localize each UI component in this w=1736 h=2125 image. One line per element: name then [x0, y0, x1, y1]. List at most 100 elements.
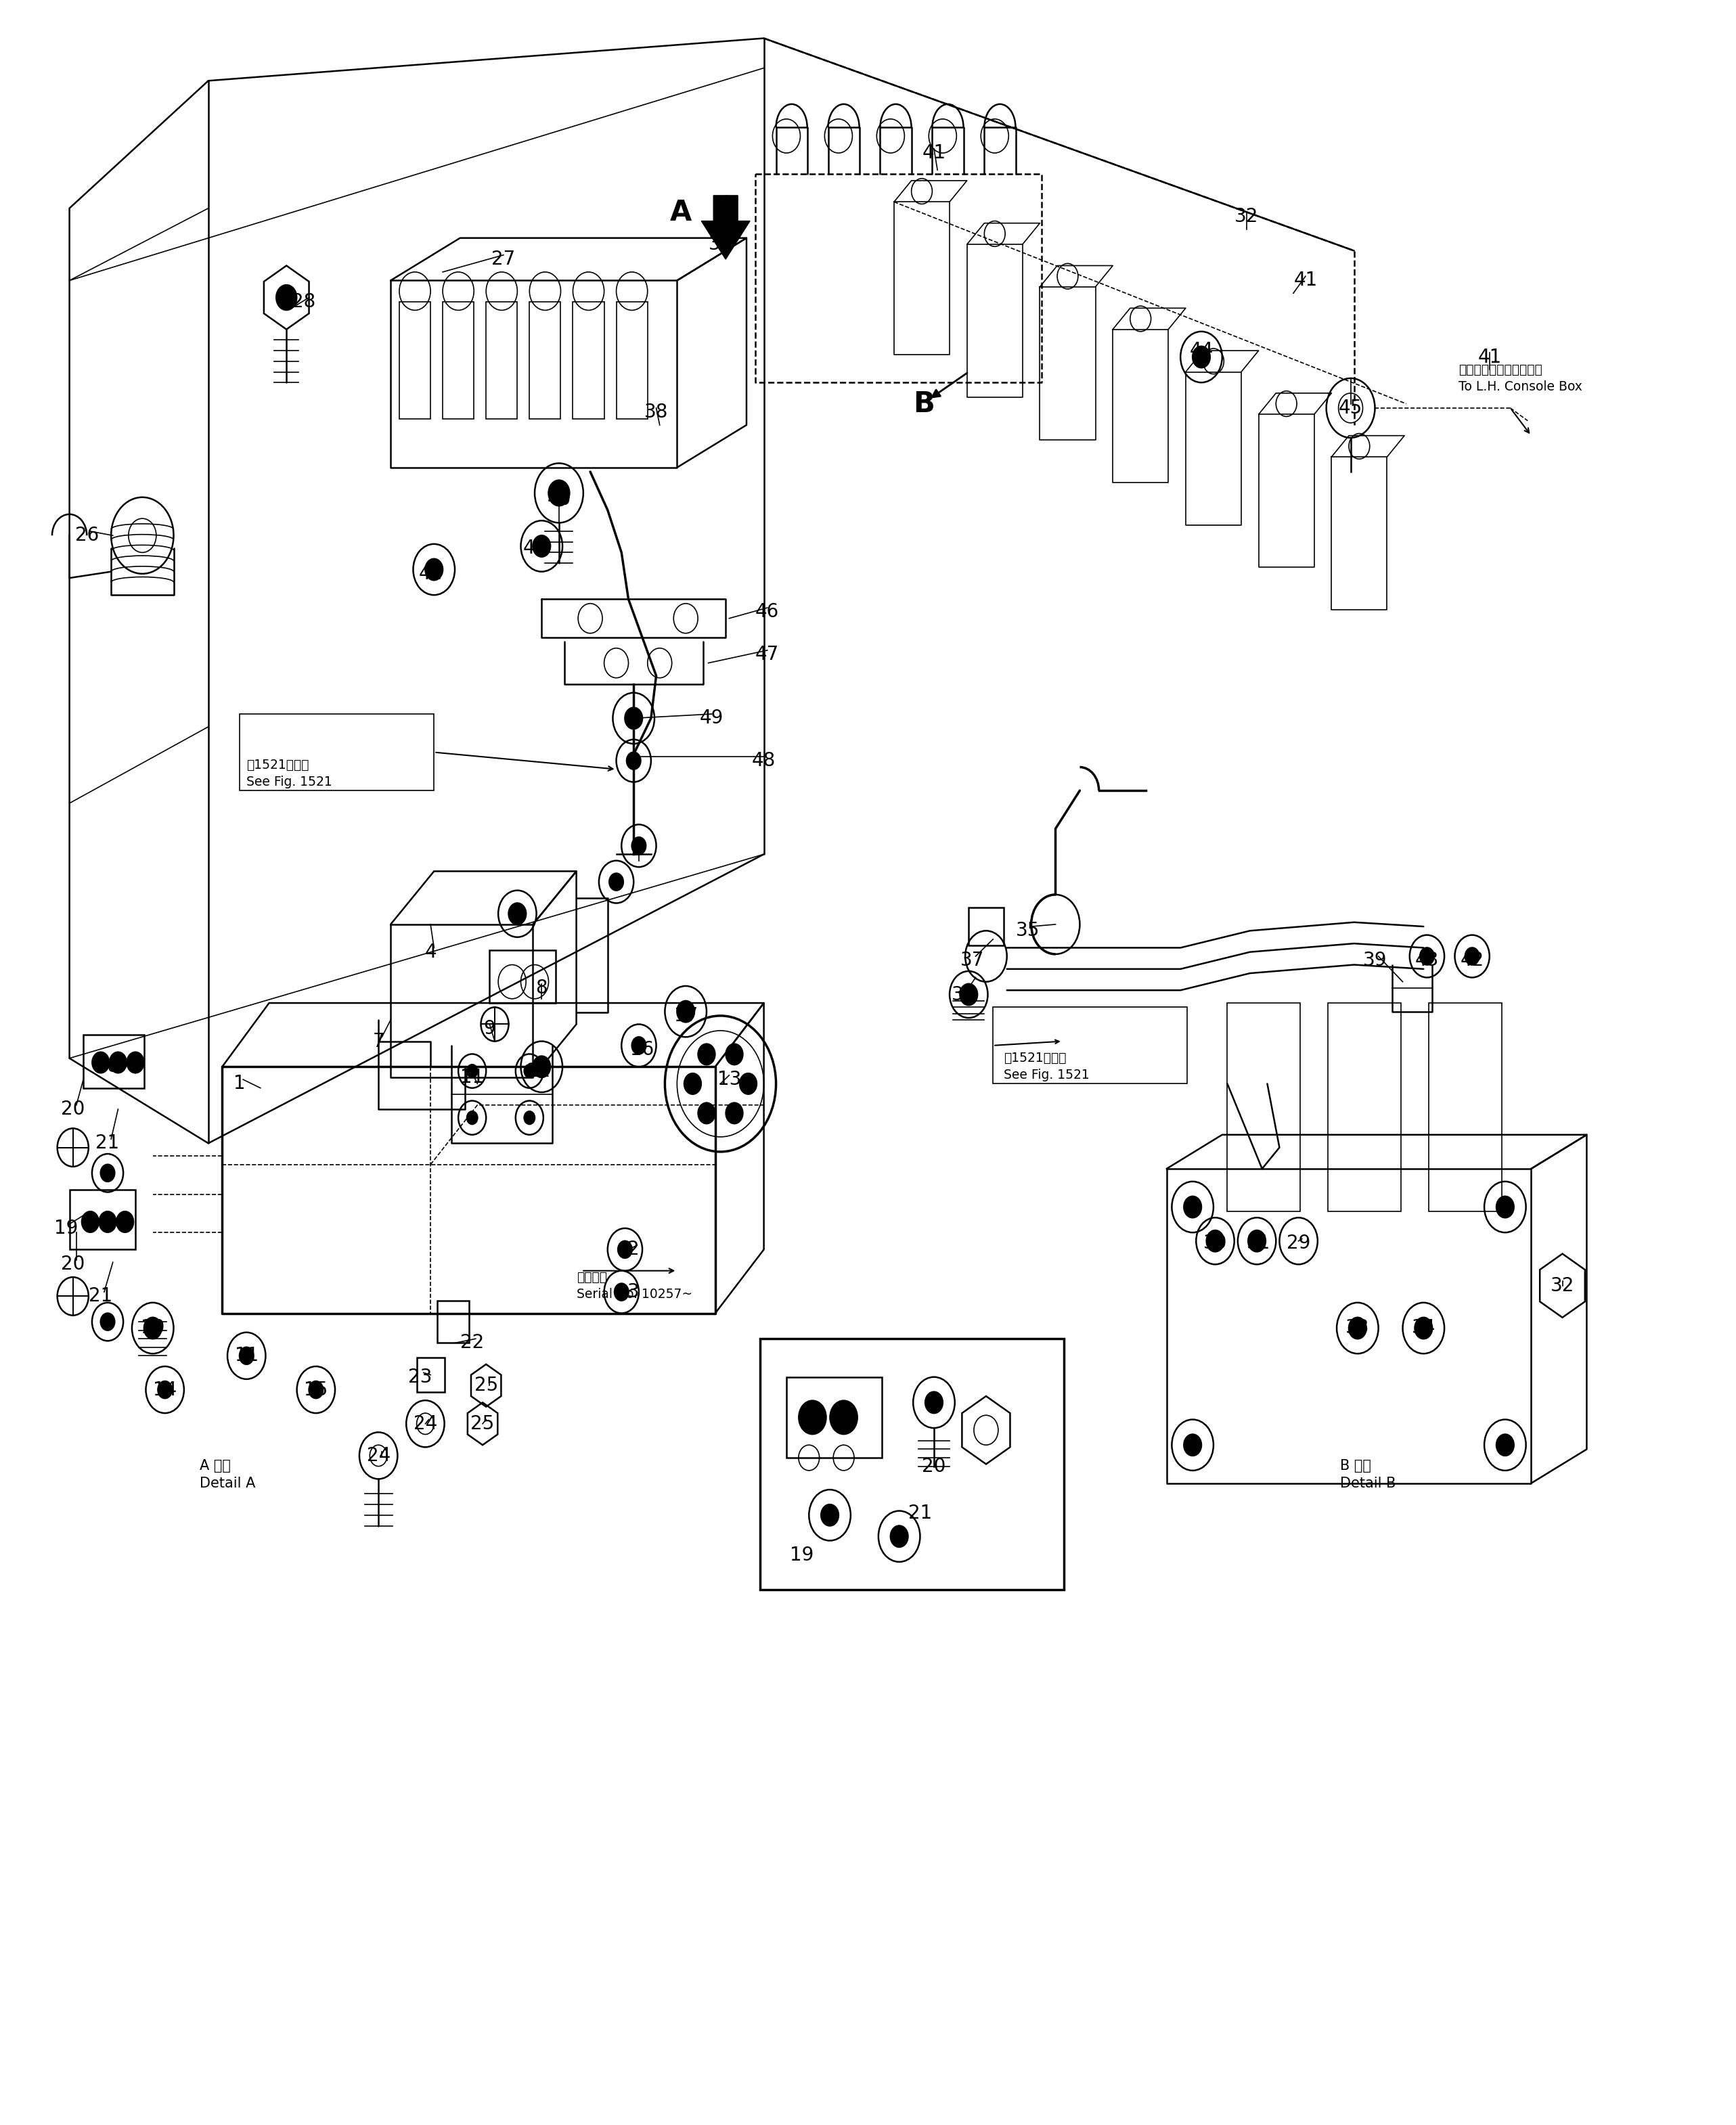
Bar — [786, 1377, 882, 1458]
Text: 18: 18 — [95, 1058, 120, 1075]
Bar — [83, 1035, 144, 1088]
Bar — [240, 714, 434, 790]
Bar — [616, 302, 648, 419]
Text: 13: 13 — [717, 1071, 741, 1088]
Circle shape — [467, 1111, 477, 1124]
Text: B: B — [913, 389, 934, 419]
Bar — [437, 1300, 469, 1343]
Text: 36: 36 — [951, 986, 976, 1003]
Circle shape — [509, 903, 526, 924]
Circle shape — [158, 1381, 172, 1398]
Circle shape — [1184, 1434, 1201, 1456]
Text: 38: 38 — [644, 404, 668, 421]
Text: 7: 7 — [373, 1033, 384, 1050]
Text: 20: 20 — [61, 1256, 85, 1273]
Circle shape — [116, 1211, 134, 1232]
Circle shape — [632, 1037, 646, 1054]
Text: 26: 26 — [75, 527, 99, 544]
Text: 17: 17 — [674, 1007, 698, 1024]
Circle shape — [309, 1381, 323, 1398]
Bar — [1227, 1003, 1300, 1211]
Circle shape — [1465, 948, 1479, 965]
Text: 19: 19 — [54, 1220, 78, 1237]
Text: 47: 47 — [755, 646, 779, 663]
Text: 31: 31 — [1246, 1235, 1271, 1252]
Text: 35: 35 — [1016, 922, 1040, 939]
Circle shape — [925, 1392, 943, 1413]
Circle shape — [1420, 948, 1434, 965]
Text: 32: 32 — [1550, 1277, 1575, 1294]
Circle shape — [740, 1073, 757, 1094]
Text: 30: 30 — [1203, 1235, 1227, 1252]
Circle shape — [830, 1400, 858, 1434]
Bar — [69, 1190, 135, 1249]
Bar — [417, 1358, 444, 1392]
Bar — [993, 1007, 1187, 1084]
Circle shape — [533, 1056, 550, 1077]
Text: 44: 44 — [1189, 342, 1213, 359]
Text: A 詳細
Detail A: A 詳細 Detail A — [200, 1460, 255, 1490]
Circle shape — [524, 1111, 535, 1124]
Text: 20: 20 — [61, 1101, 85, 1118]
Circle shape — [99, 1211, 116, 1232]
Text: 42: 42 — [1460, 952, 1484, 969]
Text: 12: 12 — [526, 1062, 550, 1080]
Text: 49: 49 — [700, 710, 724, 727]
Text: 1: 1 — [234, 1075, 245, 1092]
Text: 22: 22 — [460, 1334, 484, 1352]
Text: 11: 11 — [460, 1069, 484, 1086]
Text: 41: 41 — [1293, 272, 1318, 289]
Text: 40: 40 — [547, 491, 571, 508]
Text: 43: 43 — [523, 540, 547, 557]
Circle shape — [1349, 1318, 1366, 1339]
Text: 41: 41 — [922, 144, 946, 162]
Circle shape — [698, 1103, 715, 1124]
Text: 35: 35 — [708, 236, 733, 253]
Text: 28: 28 — [292, 293, 316, 310]
Text: 37: 37 — [960, 952, 984, 969]
Text: 46: 46 — [755, 603, 779, 620]
Circle shape — [127, 1052, 144, 1073]
Circle shape — [609, 873, 623, 890]
Text: 48: 48 — [752, 752, 776, 769]
Text: 27: 27 — [491, 251, 516, 268]
Text: 15: 15 — [304, 1381, 328, 1398]
Circle shape — [799, 1400, 826, 1434]
Text: 41: 41 — [1477, 349, 1502, 365]
Circle shape — [144, 1318, 161, 1339]
Circle shape — [549, 480, 569, 506]
Text: 33: 33 — [1345, 1320, 1370, 1337]
Circle shape — [101, 1313, 115, 1330]
Bar — [443, 302, 474, 419]
Circle shape — [1415, 1318, 1432, 1339]
Text: 10: 10 — [141, 1320, 165, 1337]
Circle shape — [726, 1103, 743, 1124]
Text: 21: 21 — [95, 1135, 120, 1152]
Circle shape — [960, 984, 977, 1005]
Text: A: A — [670, 198, 691, 227]
Circle shape — [615, 1284, 628, 1300]
Circle shape — [467, 1065, 477, 1077]
Text: 42: 42 — [418, 565, 443, 582]
Bar — [490, 950, 556, 1003]
Bar — [1429, 1003, 1502, 1211]
Circle shape — [632, 837, 646, 854]
Text: 19: 19 — [790, 1547, 814, 1564]
Circle shape — [698, 1043, 715, 1065]
Text: 5: 5 — [634, 842, 644, 859]
Text: 9: 9 — [484, 1020, 495, 1037]
Bar — [486, 302, 517, 419]
Circle shape — [891, 1526, 908, 1547]
Text: 14: 14 — [153, 1381, 177, 1398]
Text: 11: 11 — [234, 1347, 259, 1364]
Text: 34: 34 — [1411, 1320, 1436, 1337]
Circle shape — [618, 1241, 632, 1258]
Bar — [969, 907, 1003, 946]
Text: 25: 25 — [470, 1415, 495, 1432]
Circle shape — [1496, 1434, 1514, 1456]
Circle shape — [821, 1504, 838, 1526]
Circle shape — [1193, 346, 1210, 368]
Circle shape — [1496, 1196, 1514, 1218]
Circle shape — [92, 1052, 109, 1073]
Text: 43: 43 — [1415, 952, 1439, 969]
